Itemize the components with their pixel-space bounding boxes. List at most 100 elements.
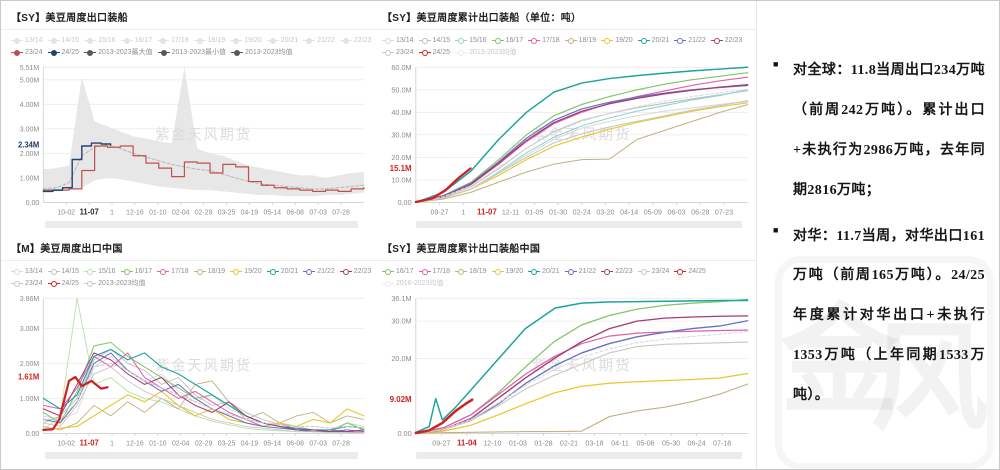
svg-text:紫金天风期货: 紫金天风期货 bbox=[155, 126, 252, 143]
svg-text:5.51M: 5.51M bbox=[20, 64, 40, 72]
svg-text:30.0M: 30.0M bbox=[391, 317, 411, 326]
legend-item-20/21[interactable]: 20/21 bbox=[266, 37, 298, 44]
legend-label: 19/20 bbox=[244, 36, 262, 44]
legend-item-2013-2023最小值[interactable]: 2013-2023最小值 bbox=[157, 47, 226, 57]
svg-text:02-29: 02-29 bbox=[195, 209, 213, 216]
legend-label: 19/20 bbox=[244, 267, 262, 275]
svg-text:06-24: 06-24 bbox=[688, 439, 706, 447]
legend-item-17/18[interactable]: 17/18 bbox=[157, 37, 189, 44]
svg-text:紫金天风期货: 紫金天风期货 bbox=[155, 357, 252, 374]
legend-item-13/14[interactable]: 13/14 bbox=[382, 37, 414, 44]
svg-text:20.0M: 20.0M bbox=[391, 153, 411, 162]
chart-zoombar[interactable] bbox=[416, 452, 742, 459]
svg-text:12-11: 12-11 bbox=[502, 208, 520, 216]
legend-item-21/22[interactable]: 21/22 bbox=[564, 268, 596, 275]
legend-item-20/21[interactable]: 20/21 bbox=[266, 268, 298, 275]
chart-zoombar[interactable] bbox=[45, 221, 358, 228]
legend-item-22/23[interactable]: 22/23 bbox=[710, 37, 742, 44]
legend-item-2013-2023均值[interactable]: 2013-2023均值 bbox=[231, 47, 293, 57]
legend-label: 18/19 bbox=[578, 36, 597, 44]
legend-label: 17/18 bbox=[432, 267, 451, 275]
legend-item-13/14[interactable]: 13/14 bbox=[11, 268, 43, 275]
svg-text:12-16: 12-16 bbox=[126, 209, 144, 216]
legend-item-19/20[interactable]: 19/20 bbox=[491, 268, 523, 275]
legend-item-22/23[interactable]: 22/23 bbox=[601, 268, 633, 275]
chart-title: 【M】美豆周度出口中国 bbox=[1, 232, 372, 261]
svg-text:15.1M: 15.1M bbox=[390, 164, 412, 173]
summary-sidebar: 金 风 ■ 对全球：11.8当周出口234万吨（前周242万吨）。累计出口+未执… bbox=[756, 1, 999, 469]
svg-text:1: 1 bbox=[110, 440, 114, 447]
legend-item-16/17[interactable]: 16/17 bbox=[120, 268, 152, 275]
legend-item-19/20[interactable]: 19/20 bbox=[601, 37, 633, 44]
legend-item-24/25[interactable]: 24/25 bbox=[47, 48, 80, 56]
legend-item-21/22[interactable]: 21/22 bbox=[303, 37, 335, 44]
legend-item-22/23[interactable]: 22/23 bbox=[339, 37, 371, 44]
legend-item-23/24[interactable]: 23/24 bbox=[382, 49, 414, 56]
legend-item-2016-2023均值[interactable]: 2016-2023均值 bbox=[382, 278, 443, 288]
legend-item-2013-2023均值[interactable]: 2013-2023均值 bbox=[455, 47, 517, 57]
legend-item-23/24[interactable]: 23/24 bbox=[637, 267, 670, 275]
chart-zoombar[interactable] bbox=[45, 452, 358, 459]
legend-item-16/17[interactable]: 16/17 bbox=[120, 36, 153, 44]
legend-item-13/14[interactable]: 13/14 bbox=[11, 37, 43, 44]
legend-item-14/15[interactable]: 14/15 bbox=[418, 37, 450, 44]
chart-panel-weekly-export-shipments: 【SY】美豆周度出口装船 13/14 14/15 15/16 16/17 17/18 18… bbox=[1, 1, 372, 232]
svg-text:03-25: 03-25 bbox=[218, 440, 236, 447]
legend-item-18/19[interactable]: 18/19 bbox=[193, 37, 225, 44]
svg-text:06-08: 06-08 bbox=[286, 209, 304, 216]
svg-text:3.86M: 3.86M bbox=[20, 295, 40, 303]
legend-item-21/22[interactable]: 21/22 bbox=[303, 268, 335, 275]
legend-item-17/18[interactable]: 17/18 bbox=[528, 37, 560, 44]
legend-item-20/21[interactable]: 20/21 bbox=[637, 37, 669, 44]
legend-label: 23/24 bbox=[651, 267, 670, 275]
legend-label: 16/17 bbox=[134, 36, 153, 44]
legend-label: 23/24 bbox=[25, 279, 43, 287]
charts-grid: 【SY】美豆周度出口装船 13/14 14/15 15/16 16/17 17/18 18… bbox=[1, 1, 756, 469]
legend-label: 15/16 bbox=[98, 267, 116, 275]
legend-item-24/25[interactable]: 24/25 bbox=[674, 268, 706, 275]
legend-item-19/20[interactable]: 19/20 bbox=[230, 37, 262, 44]
legend-item-21/22[interactable]: 21/22 bbox=[674, 37, 706, 44]
svg-text:2.00M: 2.00M bbox=[20, 360, 40, 368]
legend-label: 19/20 bbox=[615, 36, 633, 44]
legend-item-2013-2023最大值[interactable]: 2013-2023最大值 bbox=[84, 47, 153, 57]
legend-item-18/19[interactable]: 18/19 bbox=[564, 36, 597, 44]
legend-label: 17/18 bbox=[171, 36, 189, 44]
legend-item-17/18[interactable]: 17/18 bbox=[418, 267, 451, 275]
legend-item-15/16[interactable]: 15/16 bbox=[84, 37, 116, 44]
legend-item-15/16[interactable]: 15/16 bbox=[455, 37, 487, 44]
svg-text:2.34M: 2.34M bbox=[18, 141, 39, 150]
legend-item-14/15[interactable]: 14/15 bbox=[47, 267, 80, 275]
chart-panel-cumulative-export-china: 【SY】美豆周度累计出口装船中国 16/17 17/18 18/19 19/20 20/… bbox=[372, 232, 756, 469]
svg-text:0.00: 0.00 bbox=[397, 198, 411, 207]
chart-zoombar[interactable] bbox=[416, 221, 742, 228]
legend-item-15/16[interactable]: 15/16 bbox=[84, 268, 116, 275]
legend-item-18/19[interactable]: 18/19 bbox=[193, 268, 225, 275]
legend-label: 24/25 bbox=[61, 279, 80, 287]
legend-item-24/25[interactable]: 24/25 bbox=[47, 279, 80, 287]
legend-item-24/25[interactable]: 24/25 bbox=[418, 49, 450, 56]
bullet-square-icon: ■ bbox=[773, 59, 779, 69]
svg-text:11-04: 11-04 bbox=[457, 438, 477, 447]
legend-item-2013-2023均值[interactable]: 2013-2023均值 bbox=[84, 278, 146, 288]
legend-label: 14/15 bbox=[61, 267, 80, 275]
legend-item-19/20[interactable]: 19/20 bbox=[230, 268, 262, 275]
legend-item-20/21[interactable]: 20/21 bbox=[528, 268, 560, 275]
legend-label: 24/25 bbox=[61, 48, 80, 56]
svg-text:07-28: 07-28 bbox=[332, 440, 350, 447]
svg-text:04-14: 04-14 bbox=[620, 208, 638, 216]
svg-text:01-03: 01-03 bbox=[509, 439, 527, 447]
legend-item-16/17[interactable]: 16/17 bbox=[382, 268, 414, 275]
svg-text:0.00: 0.00 bbox=[397, 429, 411, 438]
chart-plot: 紫金天风期货 0.00 10.0M 15.1M 20.0M 30.0M 40.0M 50.0M… bbox=[372, 60, 756, 218]
legend-item-17/18[interactable]: 17/18 bbox=[157, 268, 189, 275]
legend-item-22/23[interactable]: 22/23 bbox=[339, 268, 371, 275]
svg-text:9.02M: 9.02M bbox=[390, 395, 412, 404]
legend-item-16/17[interactable]: 16/17 bbox=[491, 37, 523, 44]
legend-item-23/24[interactable]: 23/24 bbox=[11, 49, 43, 56]
legend-item-14/15[interactable]: 14/15 bbox=[47, 37, 79, 44]
svg-text:11-07: 11-07 bbox=[80, 438, 99, 447]
chart-canvas: 紫金天风期货 0.00 1.00M 1.61M 2.00M 3.00M 3.86M 10-02… bbox=[18, 295, 365, 447]
legend-item-18/19[interactable]: 18/19 bbox=[455, 268, 487, 275]
legend-item-23/24[interactable]: 23/24 bbox=[11, 280, 43, 287]
